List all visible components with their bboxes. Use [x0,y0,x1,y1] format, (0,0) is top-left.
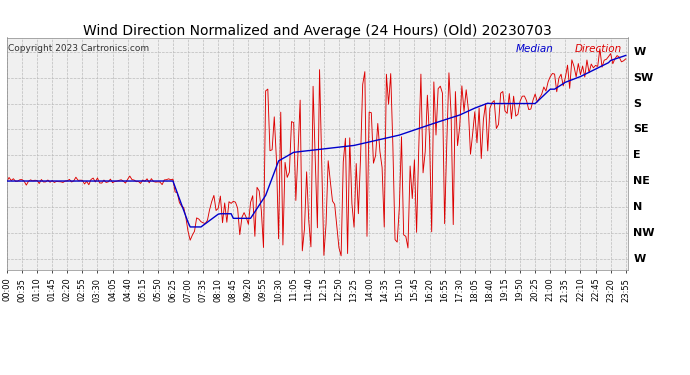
Title: Wind Direction Normalized and Average (24 Hours) (Old) 20230703: Wind Direction Normalized and Average (2… [83,24,552,38]
Text: S: S [633,99,642,108]
Text: SW: SW [633,73,653,82]
Text: Copyright 2023 Cartronics.com: Copyright 2023 Cartronics.com [8,45,149,54]
Text: SE: SE [633,124,649,134]
Text: NW: NW [633,228,655,238]
Text: W: W [633,47,646,57]
Text: Median: Median [515,45,553,54]
Text: N: N [633,202,642,212]
Text: E: E [633,150,641,160]
Text: Direction: Direction [575,45,622,54]
Text: W: W [633,254,646,264]
Text: NE: NE [633,176,651,186]
